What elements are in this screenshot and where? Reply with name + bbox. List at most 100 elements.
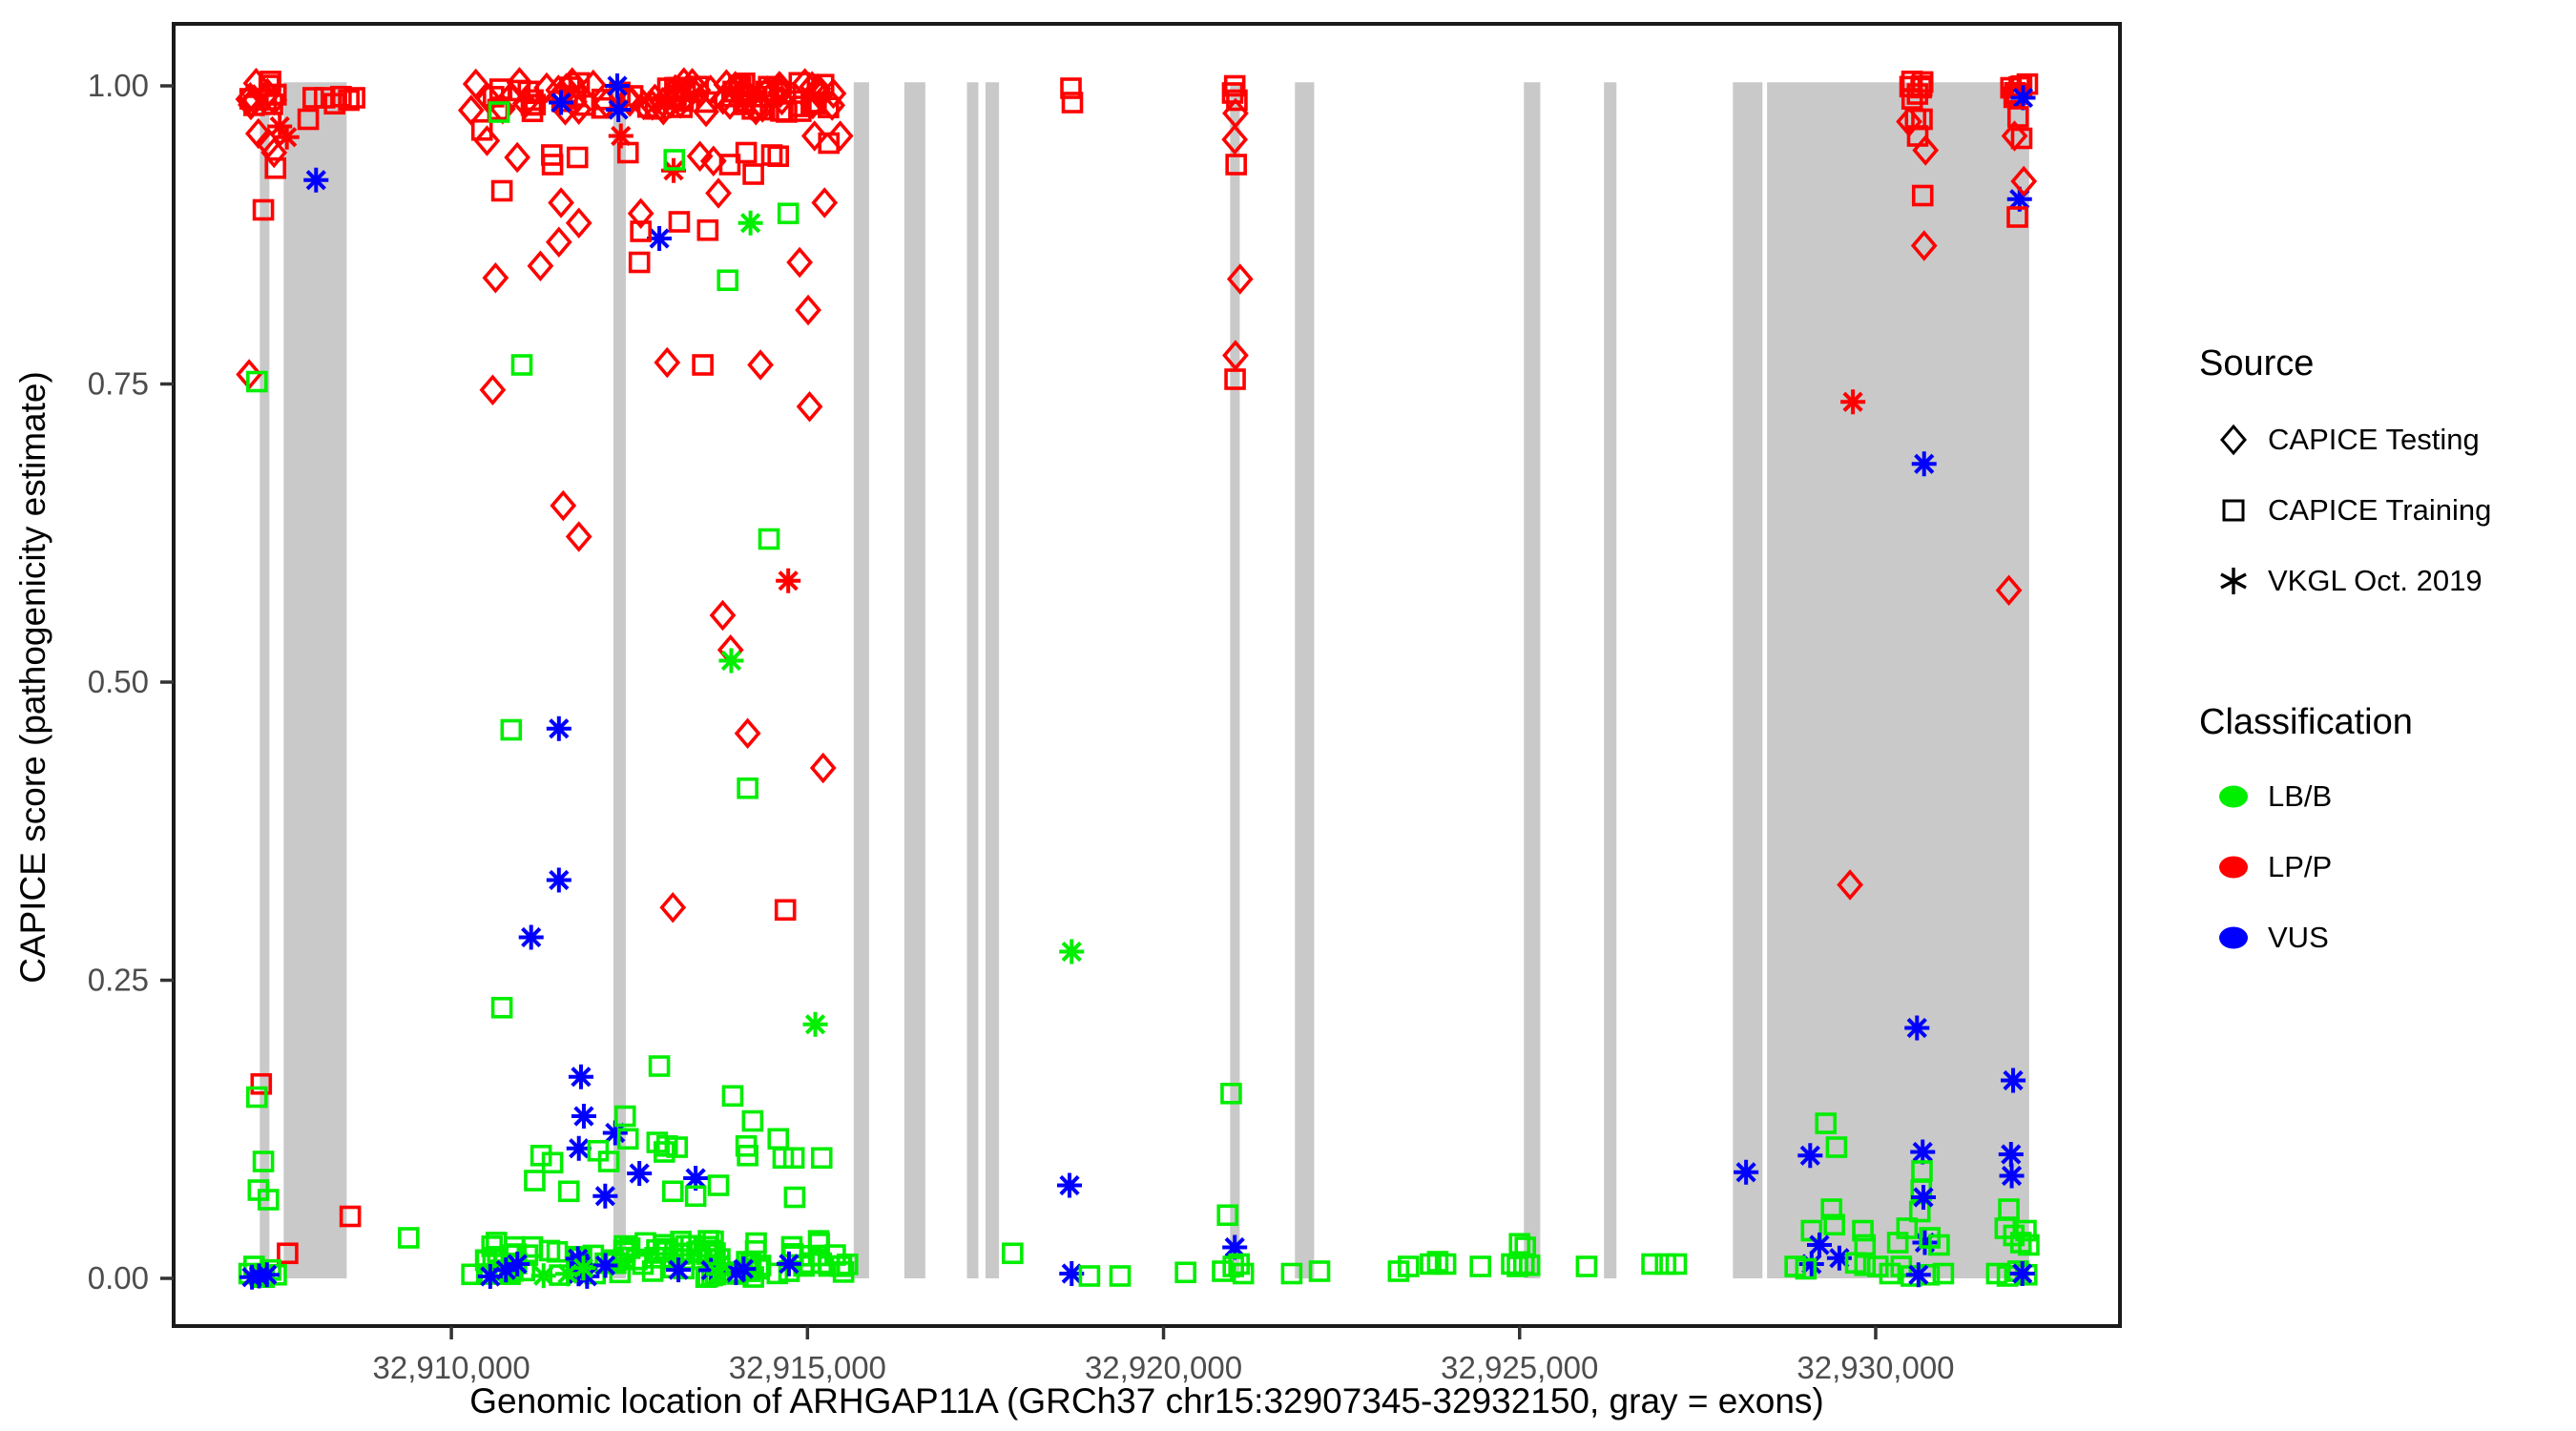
data-point	[696, 218, 719, 241]
x-tick-label: 32,915,000	[729, 1350, 886, 1385]
data-point	[1854, 1254, 1877, 1276]
y-tick-label: 0.00	[88, 1260, 149, 1296]
data-point	[1222, 1234, 1248, 1260]
data-point	[545, 226, 572, 259]
data-point	[805, 93, 827, 115]
data-point	[246, 1086, 268, 1109]
legend-item-label: LB/B	[2268, 779, 2333, 813]
data-point	[758, 528, 780, 550]
data-point	[809, 752, 837, 784]
data-point	[616, 1128, 639, 1151]
data-point	[686, 1241, 708, 1263]
data-point	[654, 1241, 676, 1263]
data-point	[479, 374, 507, 406]
legend-item-label: VUS	[2268, 921, 2329, 954]
legend-item-label: CAPICE Training	[2268, 493, 2492, 527]
data-point	[592, 1253, 618, 1278]
data-point	[627, 197, 654, 230]
data-point	[237, 81, 264, 114]
data-point	[2015, 1219, 2037, 1242]
legend-item-lbb: LB/B	[2199, 775, 2332, 819]
legend-item-lpp: LP/P	[2199, 845, 2332, 889]
data-point	[802, 1011, 828, 1037]
data-point	[630, 220, 652, 242]
data-point	[475, 1263, 498, 1285]
legend-item-label: CAPICE Testing	[2268, 423, 2480, 456]
data-point	[548, 187, 574, 218]
data-point	[509, 79, 531, 102]
data-point	[1060, 77, 1082, 99]
data-point	[668, 211, 691, 233]
data-point	[510, 354, 533, 376]
data-point	[2018, 1234, 2040, 1256]
data-point	[734, 717, 761, 750]
data-point	[339, 1205, 362, 1228]
data-point	[2010, 85, 2036, 111]
data-point	[1469, 1255, 1492, 1277]
data-point	[2006, 206, 2028, 228]
data-point	[592, 1183, 618, 1209]
data-point	[518, 924, 544, 950]
data-point	[686, 140, 714, 173]
data-point	[1224, 368, 1246, 390]
data-point	[461, 1263, 483, 1286]
data-point	[613, 1105, 636, 1128]
data-point	[602, 1120, 628, 1146]
data-point	[790, 100, 812, 122]
data-point	[1641, 1253, 1663, 1275]
green-dot-icon	[2199, 775, 2268, 819]
red-dot-icon	[2199, 845, 2268, 889]
x-tick-label: 32,910,000	[373, 1350, 530, 1385]
x-tick-label: 32,930,000	[1797, 1350, 1954, 1385]
data-point	[606, 97, 632, 122]
data-point	[255, 127, 282, 159]
data-point	[1225, 154, 1247, 176]
data-point	[1815, 1112, 1838, 1134]
data-point	[653, 1141, 675, 1163]
data-point	[644, 97, 667, 120]
data-point	[684, 1185, 707, 1208]
data-point	[1879, 1262, 1901, 1285]
data-point	[605, 73, 631, 98]
data-point	[1174, 1261, 1196, 1284]
data-point	[742, 163, 764, 185]
data-point	[747, 349, 774, 381]
data-point	[549, 90, 574, 115]
data-point	[672, 90, 695, 113]
data-point	[1078, 1265, 1101, 1287]
data-point	[482, 261, 509, 294]
data-point	[473, 125, 501, 156]
exon-band	[613, 82, 626, 1278]
data-point	[1823, 1213, 1845, 1236]
data-point	[1665, 1253, 1688, 1275]
exon-band	[1767, 82, 2029, 1278]
data-point	[616, 141, 639, 164]
data-point	[520, 93, 543, 116]
data-point	[398, 1227, 420, 1249]
legend-item-capice-training: CAPICE Training	[2199, 488, 2491, 532]
data-point	[297, 108, 320, 131]
data-point	[718, 648, 744, 674]
data-point	[527, 250, 554, 282]
y-tick-label: 1.00	[88, 68, 149, 103]
data-point	[1837, 869, 1863, 901]
data-point	[303, 167, 329, 193]
data-point	[659, 891, 687, 923]
data-point	[2009, 1261, 2035, 1286]
data-point	[795, 294, 821, 326]
data-point	[457, 94, 485, 126]
data-point	[1911, 184, 1934, 207]
data-point	[628, 251, 651, 274]
data-point	[2010, 165, 2038, 197]
data-point	[554, 1261, 580, 1287]
data-point	[1905, 1262, 1931, 1288]
exon-band	[985, 82, 1000, 1278]
x-axis-title: Genomic location of ARHGAP11A (GRCh37 ch…	[469, 1381, 1824, 1421]
data-point	[650, 93, 677, 126]
data-point	[1910, 1139, 1936, 1165]
data-point	[1518, 1254, 1541, 1276]
data-point	[705, 177, 732, 209]
data-point	[1866, 1255, 1889, 1277]
data-point	[627, 1161, 653, 1186]
